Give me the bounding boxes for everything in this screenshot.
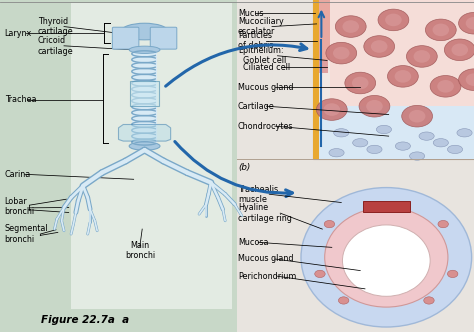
Bar: [319, 60, 328, 73]
Ellipse shape: [447, 270, 458, 278]
Text: Mucosa: Mucosa: [238, 238, 268, 247]
Text: Larynx: Larynx: [5, 29, 32, 38]
Ellipse shape: [402, 106, 432, 127]
Text: Ciliated cell: Ciliated cell: [243, 63, 290, 72]
Ellipse shape: [451, 43, 468, 56]
Ellipse shape: [345, 72, 375, 94]
Bar: [313, 0, 319, 159]
Text: Chondrocytes: Chondrocytes: [238, 122, 293, 131]
Ellipse shape: [316, 99, 347, 121]
Ellipse shape: [334, 129, 349, 137]
Ellipse shape: [457, 129, 472, 137]
Text: Epithelium:
  Goblet cell: Epithelium: Goblet cell: [238, 46, 286, 65]
Ellipse shape: [385, 14, 401, 26]
Bar: [0, 0, 237, 332]
Ellipse shape: [395, 142, 410, 150]
Bar: [363, 201, 410, 212]
Text: Figure 22.7a  a: Figure 22.7a a: [41, 315, 129, 325]
Ellipse shape: [376, 125, 392, 134]
Ellipse shape: [315, 270, 325, 278]
Ellipse shape: [459, 12, 474, 34]
Ellipse shape: [129, 46, 160, 53]
Text: Carina: Carina: [5, 170, 31, 179]
Text: Cricoid
cartilage: Cricoid cartilage: [38, 36, 73, 55]
Ellipse shape: [447, 145, 463, 153]
Ellipse shape: [371, 40, 388, 53]
Bar: [330, 0, 474, 113]
Ellipse shape: [430, 76, 461, 97]
Ellipse shape: [459, 69, 474, 91]
Ellipse shape: [129, 142, 160, 150]
Ellipse shape: [359, 96, 390, 117]
Ellipse shape: [342, 20, 359, 33]
Ellipse shape: [465, 73, 474, 86]
Ellipse shape: [409, 110, 426, 123]
Bar: [313, 0, 474, 159]
Bar: [71, 3, 232, 309]
Ellipse shape: [323, 103, 340, 116]
Ellipse shape: [394, 70, 411, 83]
Text: Main
bronchi: Main bronchi: [125, 241, 155, 260]
Text: Particles
of debris: Particles of debris: [238, 31, 273, 50]
Text: Trachealis
muscle: Trachealis muscle: [238, 185, 278, 204]
Ellipse shape: [301, 188, 472, 327]
Ellipse shape: [424, 297, 434, 304]
Bar: [319, 0, 330, 60]
Bar: [130, 81, 159, 106]
Polygon shape: [118, 124, 171, 141]
Bar: [132, 48, 157, 144]
Ellipse shape: [426, 19, 456, 41]
Text: Mucus: Mucus: [238, 9, 264, 18]
Text: Perichondrium: Perichondrium: [238, 272, 296, 281]
Ellipse shape: [413, 50, 430, 63]
Ellipse shape: [336, 16, 366, 38]
Text: Mucous gland: Mucous gland: [238, 83, 293, 92]
Text: (b): (b): [238, 163, 250, 172]
Ellipse shape: [419, 132, 434, 140]
Ellipse shape: [432, 24, 449, 36]
Text: Lumen: Lumen: [374, 252, 401, 261]
Ellipse shape: [338, 297, 349, 304]
Ellipse shape: [353, 139, 368, 147]
Ellipse shape: [366, 100, 383, 113]
Text: Hyaline
cartilage ring: Hyaline cartilage ring: [238, 204, 292, 223]
Ellipse shape: [438, 220, 448, 228]
Ellipse shape: [329, 149, 344, 157]
Ellipse shape: [367, 145, 382, 153]
Ellipse shape: [121, 23, 168, 40]
Ellipse shape: [325, 208, 448, 307]
Ellipse shape: [326, 42, 356, 64]
Bar: [237, 0, 474, 332]
Text: Thyroid
cartilage: Thyroid cartilage: [38, 17, 73, 36]
Text: Trachea: Trachea: [5, 95, 36, 104]
Ellipse shape: [324, 220, 335, 228]
FancyBboxPatch shape: [150, 27, 177, 49]
Ellipse shape: [333, 47, 349, 59]
Ellipse shape: [342, 225, 430, 296]
Ellipse shape: [437, 80, 454, 93]
Ellipse shape: [364, 36, 394, 57]
Ellipse shape: [387, 66, 418, 87]
Ellipse shape: [352, 77, 369, 89]
Ellipse shape: [378, 9, 409, 31]
Ellipse shape: [410, 152, 425, 160]
Text: Mucociliary
escalator: Mucociliary escalator: [238, 17, 284, 36]
Text: Lobar
bronchi: Lobar bronchi: [5, 197, 35, 216]
Ellipse shape: [407, 46, 437, 67]
Ellipse shape: [444, 39, 474, 61]
Ellipse shape: [465, 17, 474, 30]
FancyBboxPatch shape: [112, 27, 139, 49]
Text: Segmental
bronchi: Segmental bronchi: [5, 224, 48, 244]
Text: Cartilage: Cartilage: [238, 102, 275, 111]
Bar: [319, 106, 474, 159]
Text: Mucous gland: Mucous gland: [238, 254, 293, 264]
Ellipse shape: [433, 139, 448, 147]
